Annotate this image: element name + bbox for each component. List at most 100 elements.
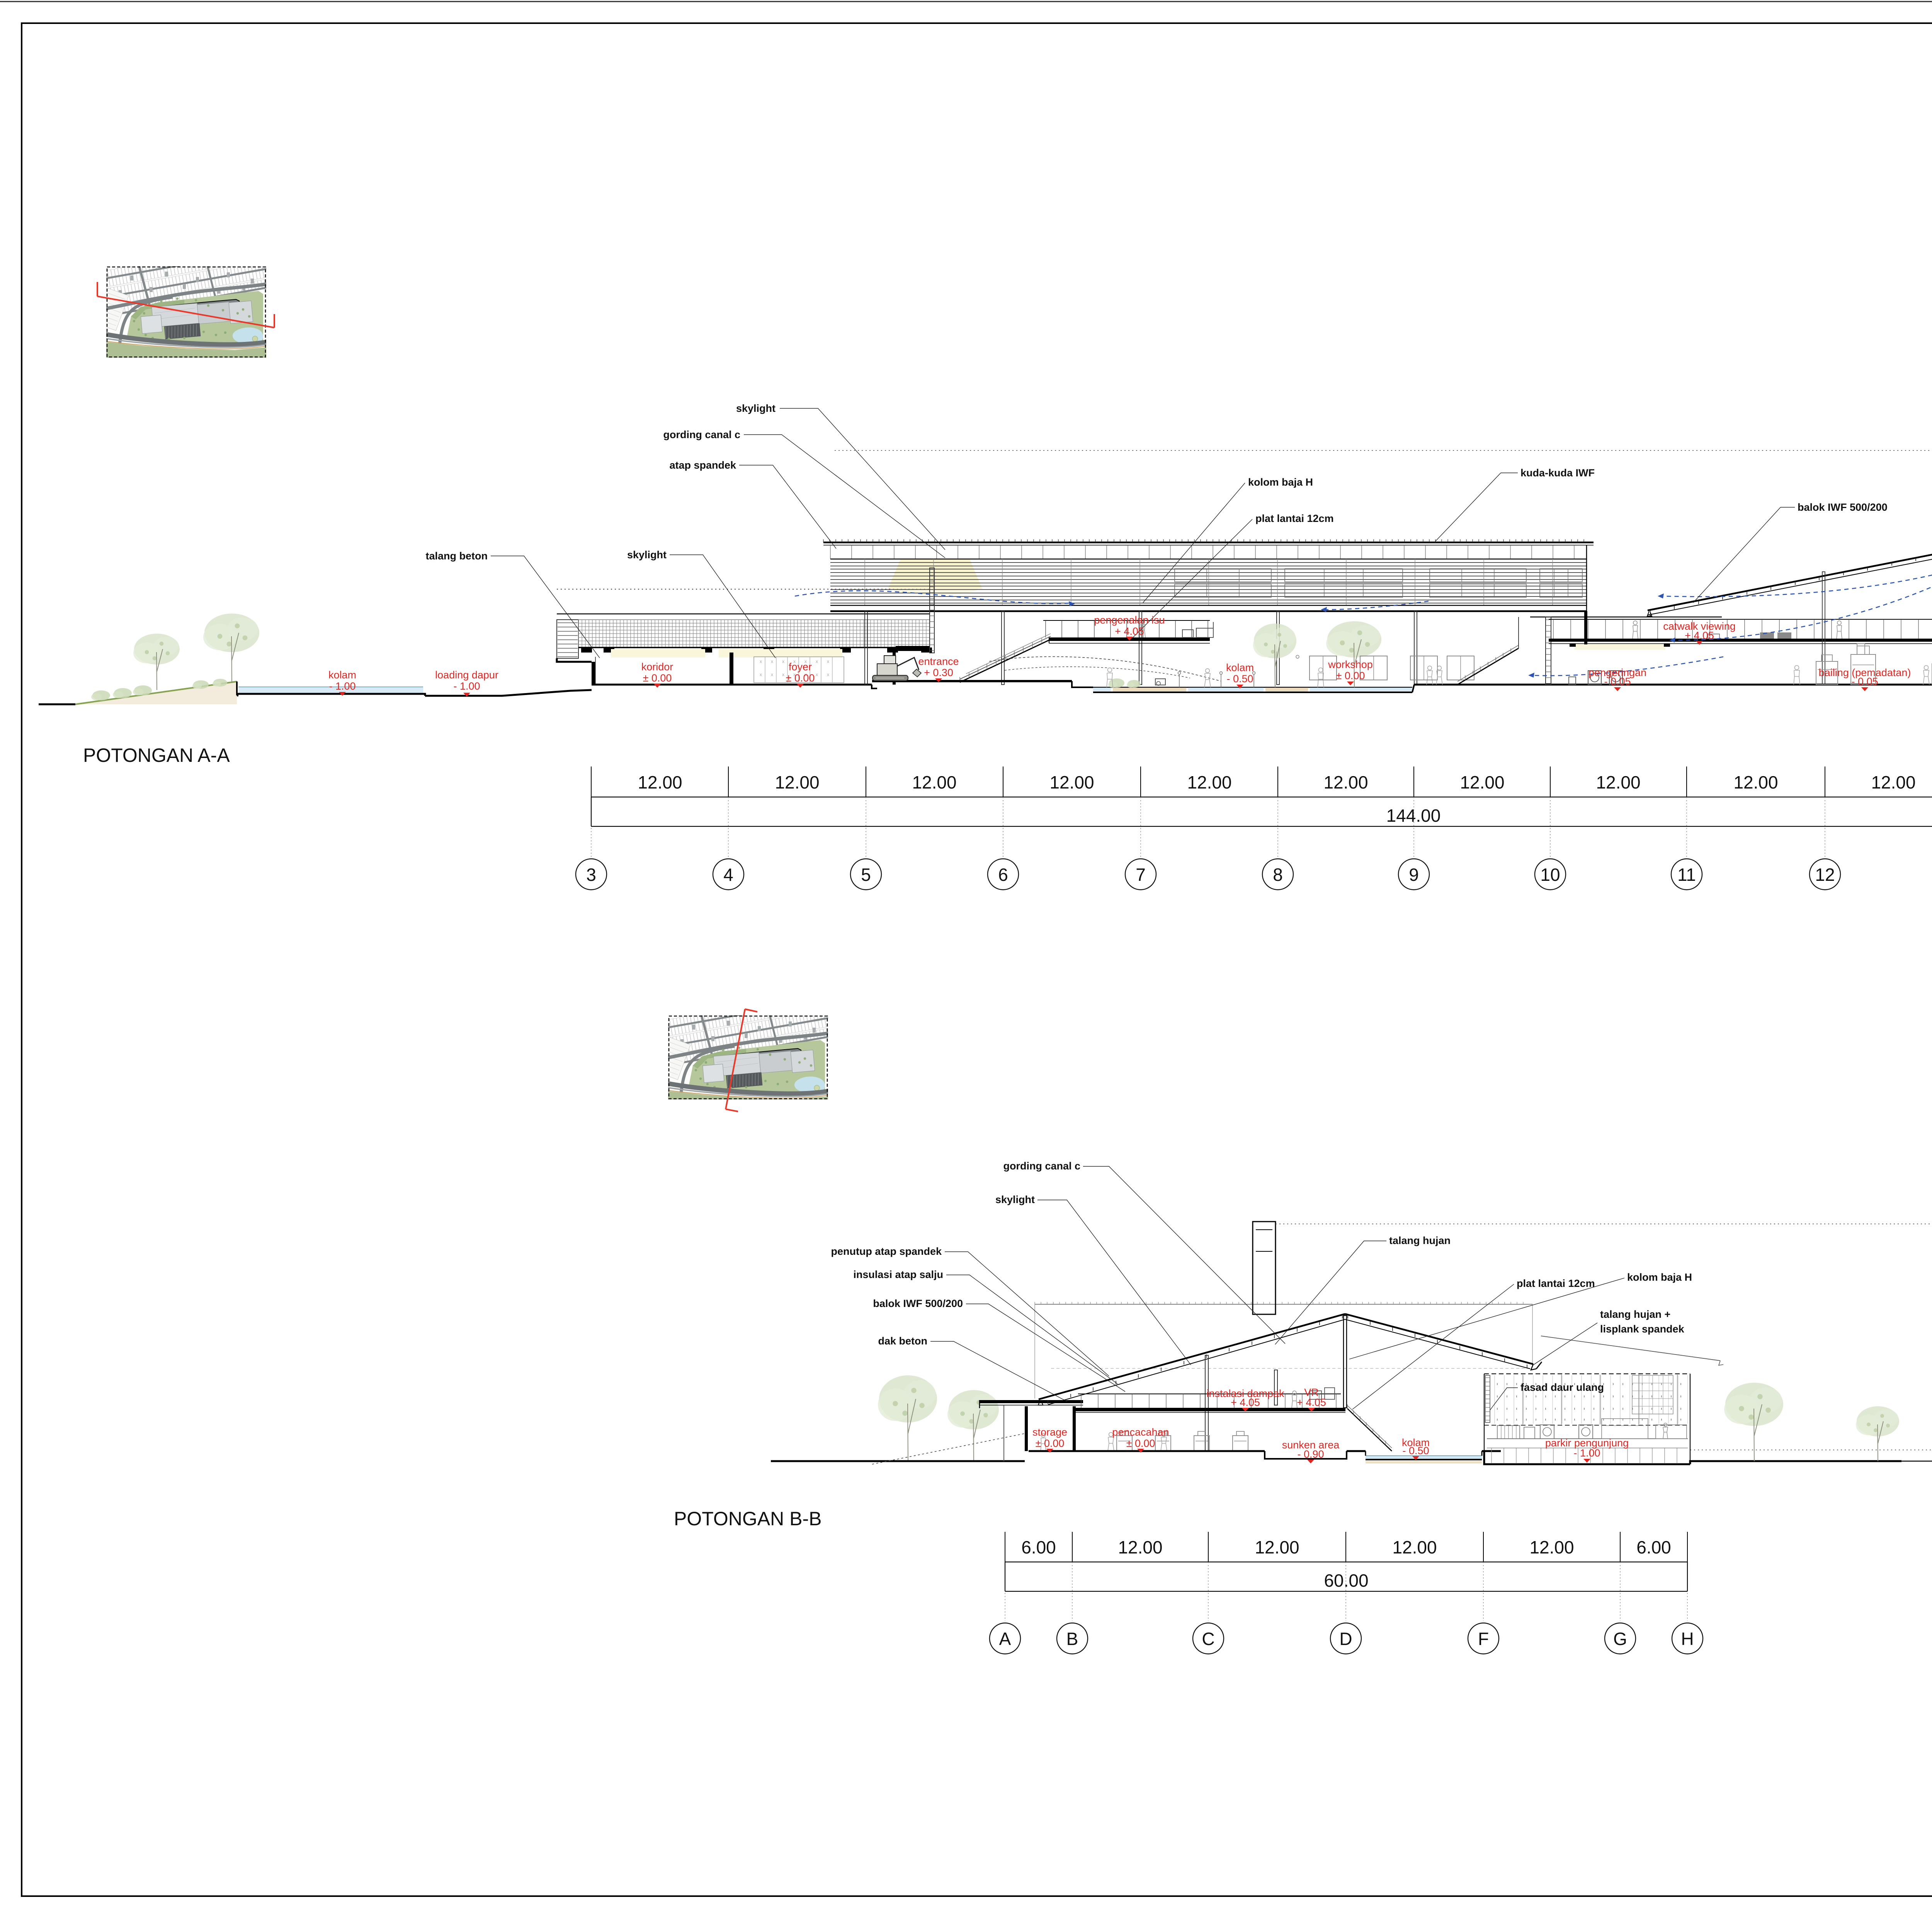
svg-text:- 1.00: - 1.00 [453,680,480,692]
svg-text:9: 9 [1409,865,1419,885]
svg-text:144.00: 144.00 [1386,806,1441,826]
svg-text:12.00: 12.00 [1118,1537,1162,1557]
svg-text:talang beton: talang beton [426,550,488,562]
svg-text:pencacahan: pencacahan [1112,1426,1169,1438]
svg-text:- 0.50: - 0.50 [1226,673,1253,685]
svg-text:+ 4.05: + 4.05 [1685,630,1714,641]
svg-text:parkir pengunjung: parkir pengunjung [1545,1437,1629,1449]
svg-text:A: A [999,1629,1011,1649]
svg-text:12.00: 12.00 [1255,1537,1299,1557]
svg-text:12.00: 12.00 [1049,772,1094,792]
svg-text:12.00: 12.00 [1529,1537,1574,1557]
svg-text:G: G [1613,1629,1627,1649]
svg-text:talang hujan +: talang hujan + [1600,1309,1670,1320]
svg-text:kuda-kuda IWF: kuda-kuda IWF [1520,467,1595,479]
svg-text:± 0.00: ± 0.00 [1036,1438,1065,1449]
svg-text:12.00: 12.00 [1871,772,1915,792]
svg-text:6: 6 [998,865,1008,885]
svg-text:x: x [782,672,784,677]
svg-text:kolam: kolam [1402,1437,1430,1448]
svg-text:12.00: 12.00 [775,772,819,792]
svg-text:talang hujan: talang hujan [1389,1235,1451,1246]
svg-text:pengenalan isu: pengenalan isu [1094,614,1165,626]
svg-text:12.00: 12.00 [912,772,956,792]
svg-text:pengeringan: pengeringan [1588,667,1646,678]
svg-text:+ 4.05: + 4.05 [1115,625,1144,637]
svg-text:kolom baja H: kolom baja H [1627,1271,1692,1283]
svg-text:x: x [816,672,818,677]
svg-text:x: x [793,659,796,664]
svg-text:sunken area: sunken area [1282,1439,1340,1451]
svg-text:atap spandek: atap spandek [669,459,736,471]
svg-text:catwalk viewing: catwalk viewing [1663,620,1736,632]
svg-text:x: x [793,672,796,677]
svg-text:12.00: 12.00 [1392,1537,1437,1557]
svg-text:foyer: foyer [789,661,812,673]
svg-text:x: x [804,672,807,677]
svg-text:x: x [782,659,784,664]
svg-text:skylight: skylight [736,403,776,414]
svg-text:+ 4.05: + 4.05 [1297,1397,1326,1408]
svg-text:balok IWF 500/200: balok IWF 500/200 [873,1298,963,1309]
svg-text:x: x [804,659,807,664]
svg-text:insulasi atap salju: insulasi atap salju [853,1269,943,1280]
svg-text:12.00: 12.00 [1187,772,1231,792]
svg-text:- 0.05: - 0.05 [1604,676,1631,687]
svg-text:x: x [816,659,818,664]
svg-text:12.00: 12.00 [1733,772,1778,792]
svg-text:workshop: workshop [1328,659,1373,670]
svg-text:- 0.90: - 0.90 [1297,1448,1324,1460]
svg-text:H: H [1681,1629,1694,1649]
svg-text:kolom baja H: kolom baja H [1248,476,1313,488]
svg-text:skylight: skylight [995,1194,1035,1205]
svg-text:gording canal c: gording canal c [663,429,740,440]
svg-text:kolam: kolam [1226,662,1254,673]
svg-text:POTONGAN A-A: POTONGAN A-A [83,744,230,766]
svg-text:VR: VR [1304,1387,1319,1398]
svg-text:4: 4 [723,865,733,885]
svg-text:koridor: koridor [641,661,673,673]
svg-text:plat lantai 12cm: plat lantai 12cm [1517,1278,1595,1289]
svg-text:3: 3 [586,865,596,885]
svg-text:plat lantai 12cm: plat lantai 12cm [1255,513,1334,524]
svg-text:60.00: 60.00 [1324,1570,1368,1591]
svg-text:12.00: 12.00 [638,772,682,792]
svg-text:- 1.00: - 1.00 [329,680,355,692]
svg-text:12.00: 12.00 [1460,772,1504,792]
svg-text:± 0.00: ± 0.00 [643,672,672,684]
svg-text:6.00: 6.00 [1636,1537,1671,1557]
svg-text:8: 8 [1273,865,1283,885]
svg-text:5: 5 [861,865,871,885]
svg-text:penutup atap spandek: penutup atap spandek [831,1246,942,1257]
svg-text:x: x [760,659,762,664]
svg-text:x: x [760,672,762,677]
svg-text:x: x [771,659,773,664]
svg-text:± 0.00: ± 0.00 [1126,1438,1155,1449]
svg-text:± 0.00: ± 0.00 [1336,670,1365,681]
svg-text:fasad daur ulang: fasad daur ulang [1520,1382,1604,1393]
svg-text:+ 0.30: + 0.30 [924,667,953,678]
svg-text:x: x [771,672,773,677]
svg-text:x: x [827,659,829,664]
svg-text:bailing (pemadatan): bailing (pemadatan) [1819,667,1911,678]
svg-text:kolam: kolam [328,669,356,681]
svg-text:storage: storage [1032,1426,1067,1438]
svg-text:x: x [827,672,829,677]
svg-text:12.00: 12.00 [1596,772,1640,792]
svg-text:gording canal c: gording canal c [1003,1160,1080,1172]
svg-text:7: 7 [1136,865,1146,885]
svg-text:D: D [1339,1629,1352,1649]
svg-text:F: F [1478,1629,1489,1649]
svg-text:+ 4.05: + 4.05 [1231,1397,1260,1408]
svg-text:- 1.00: - 1.00 [1573,1447,1600,1459]
svg-text:C: C [1202,1629,1214,1649]
svg-text:skylight: skylight [627,549,667,561]
svg-text:- 0.05: - 0.05 [1851,676,1878,687]
svg-text:POTONGAN B-B: POTONGAN B-B [674,1508,821,1530]
svg-text:loading dapur: loading dapur [435,669,498,681]
svg-text:± 0.00: ± 0.00 [786,672,815,684]
svg-text:entrance: entrance [918,656,959,667]
svg-text:balok IWF 500/200: balok IWF 500/200 [1798,501,1888,513]
svg-text:12.00: 12.00 [1323,772,1368,792]
svg-text:instalasi dampak: instalasi dampak [1206,1388,1284,1399]
